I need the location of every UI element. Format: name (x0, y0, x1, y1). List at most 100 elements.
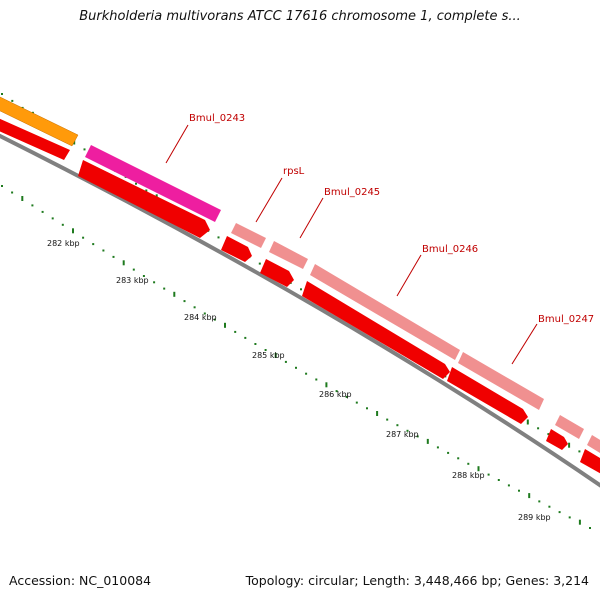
tick-dot (355, 401, 358, 404)
tick-dot (526, 419, 529, 425)
tick-dot (518, 489, 520, 492)
tick-label-289: 289 kbp (518, 513, 551, 522)
gene-labels: Bmul_0243 rpsL Bmul_0245 Bmul_0246 Bmul_… (165, 113, 594, 365)
gene-label-bmul0243: Bmul_0243 (189, 113, 245, 124)
tick-dot (258, 262, 261, 265)
tick-dot (376, 411, 379, 416)
tick-dot (436, 446, 439, 449)
tick-dot (457, 457, 460, 460)
tick-dot (537, 427, 540, 430)
tick-dot (1, 93, 3, 95)
gene-bar-bmul0243[interactable] (85, 145, 221, 222)
gene-bar-bmul0246[interactable] (310, 264, 460, 360)
tick-dot (315, 378, 318, 381)
tick-dot (487, 473, 490, 476)
gene-label-bmul0246: Bmul_0246 (422, 244, 478, 255)
tick-label-287: 287 kbp (386, 430, 419, 439)
tick-dot (547, 433, 550, 436)
tick-dot (305, 372, 308, 375)
tick-dot (325, 382, 328, 388)
tick-dot (284, 360, 287, 363)
tick-dot (335, 390, 338, 393)
tick-dot (538, 500, 541, 503)
cds-arrow-2 (221, 236, 252, 262)
feature-red-partial (0, 118, 70, 160)
tick-dot (396, 424, 399, 427)
tick-label-284: 284 kbp (184, 313, 217, 322)
tick-label-283: 283 kbp (116, 276, 149, 285)
tick-dot (163, 287, 166, 290)
tick-dot (447, 451, 450, 454)
leader-bmul0247 (511, 323, 538, 365)
leader-rpsl (255, 177, 283, 223)
leader-bmul0246 (396, 254, 422, 297)
tick-label-288: 288 kbp (452, 471, 485, 480)
map-title: Burkholderia multivorans ATCC 17616 chro… (79, 9, 521, 24)
tick-dot (122, 260, 125, 266)
tick-dot (21, 196, 24, 201)
tick-dot (183, 300, 186, 303)
tick-dot (558, 511, 561, 514)
tick-dot (386, 418, 389, 421)
tick-dot (528, 493, 531, 499)
tick-dot (589, 527, 591, 529)
gene-label-rpsl: rpsL (283, 166, 305, 177)
tick-dot (153, 281, 156, 284)
tick-dot (142, 275, 145, 277)
tick-dot (203, 312, 206, 315)
topology-text: Topology: circular; Length: 3,448,466 bp… (245, 573, 589, 588)
tick-label-285: 285 kbp (252, 351, 285, 360)
cds-arrow-4 (302, 281, 450, 379)
cds-arrow-7 (580, 449, 600, 474)
tick-dot (132, 268, 135, 271)
tick-dot (254, 343, 257, 345)
tick-dot (31, 204, 34, 207)
tick-dot (92, 243, 95, 246)
tick-dot (72, 228, 74, 234)
tick-dot (83, 148, 86, 151)
accession-text: Accession: NC_010084 (9, 573, 152, 588)
tick-dot (11, 99, 14, 102)
tick-dot (300, 288, 302, 291)
tick-dot (548, 505, 551, 508)
cds-arrow-6 (546, 429, 568, 450)
tick-dot (345, 395, 348, 398)
leader-bmul0245 (299, 197, 324, 239)
tick-dot (416, 435, 419, 438)
tick-dot (497, 479, 500, 481)
tick-dot (507, 484, 510, 487)
tick-dot (82, 236, 85, 239)
tick-dot (61, 223, 64, 226)
tick-label-286: 286 kbp (319, 390, 352, 399)
tick-dot (426, 438, 429, 444)
tick-dot (11, 191, 14, 194)
tick-dot (477, 466, 480, 472)
tick-dot (145, 189, 148, 192)
gene-label-bmul0247: Bmul_0247 (538, 314, 594, 325)
tick-dot (193, 306, 196, 309)
gene-bar-extra2[interactable] (587, 435, 600, 453)
tick-dot (102, 249, 105, 252)
gene-bar-rpsl[interactable] (231, 223, 266, 248)
tick-dot (568, 442, 571, 448)
gene-bar-extra1[interactable] (555, 415, 584, 439)
cds-arrow-1 (78, 160, 210, 238)
tick-dot (467, 462, 470, 465)
tick-dot (274, 352, 277, 358)
tick-dot (568, 516, 571, 519)
tick-dot (295, 366, 297, 369)
tick-label-282: 282 kbp (47, 239, 80, 248)
tick-dot (217, 236, 220, 239)
tick-dot (112, 255, 115, 258)
gene-label-bmul0245: Bmul_0245 (324, 187, 380, 198)
tick-dot (135, 182, 137, 185)
gene-bar-bmul0245[interactable] (269, 241, 308, 269)
tick-dot (366, 407, 368, 410)
tick-dot (1, 185, 3, 187)
cds-arrow-5 (447, 367, 528, 424)
tick-dot (173, 291, 176, 297)
tick-dot (41, 210, 44, 213)
tick-dot (234, 330, 237, 333)
gene-bar-bmul0247[interactable] (458, 352, 544, 410)
